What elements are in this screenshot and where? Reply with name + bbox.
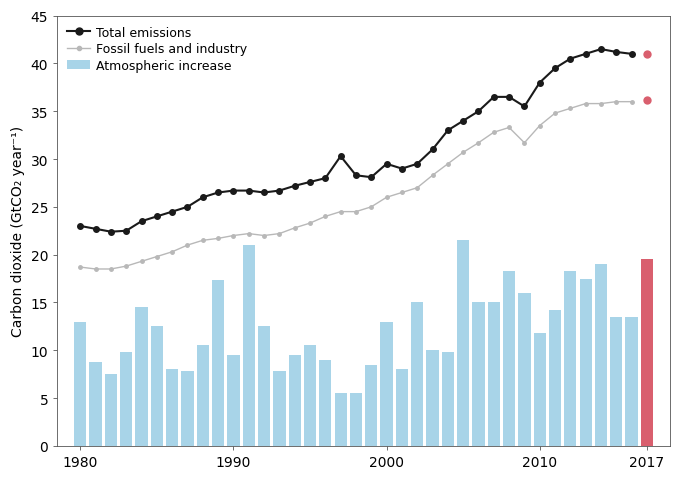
Legend: Total emissions, Fossil fuels and industry, Atmospheric increase: Total emissions, Fossil fuels and indust… [63,23,251,77]
Bar [534,333,546,446]
Bar [518,293,530,446]
Bar [473,303,485,446]
Bar [549,311,561,446]
Bar [120,352,132,446]
Bar [273,372,285,446]
Bar [411,303,424,446]
Bar [365,365,377,446]
Bar [136,308,148,446]
Bar [166,370,178,446]
Bar [641,260,653,446]
Bar [319,360,332,446]
Bar [381,322,393,446]
Bar [442,352,454,446]
Bar [289,355,301,446]
Bar [151,327,163,446]
Bar [197,346,209,446]
Bar [426,350,439,446]
Y-axis label: Carbon dioxide (GtCO₂ year⁻¹): Carbon dioxide (GtCO₂ year⁻¹) [11,126,25,336]
Bar [610,317,622,446]
Bar [488,303,500,446]
Bar [396,370,408,446]
Bar [74,322,86,446]
Bar [350,394,362,446]
Bar [625,317,637,446]
Bar [334,394,347,446]
Bar [503,271,516,446]
Bar [565,271,577,446]
Bar [227,355,240,446]
Bar [212,281,224,446]
Bar [242,246,255,446]
Bar [580,279,592,446]
Bar [304,346,316,446]
Bar [105,374,117,446]
Bar [181,372,193,446]
Bar [457,241,469,446]
Bar [258,327,270,446]
Bar [89,362,101,446]
Bar [595,264,607,446]
